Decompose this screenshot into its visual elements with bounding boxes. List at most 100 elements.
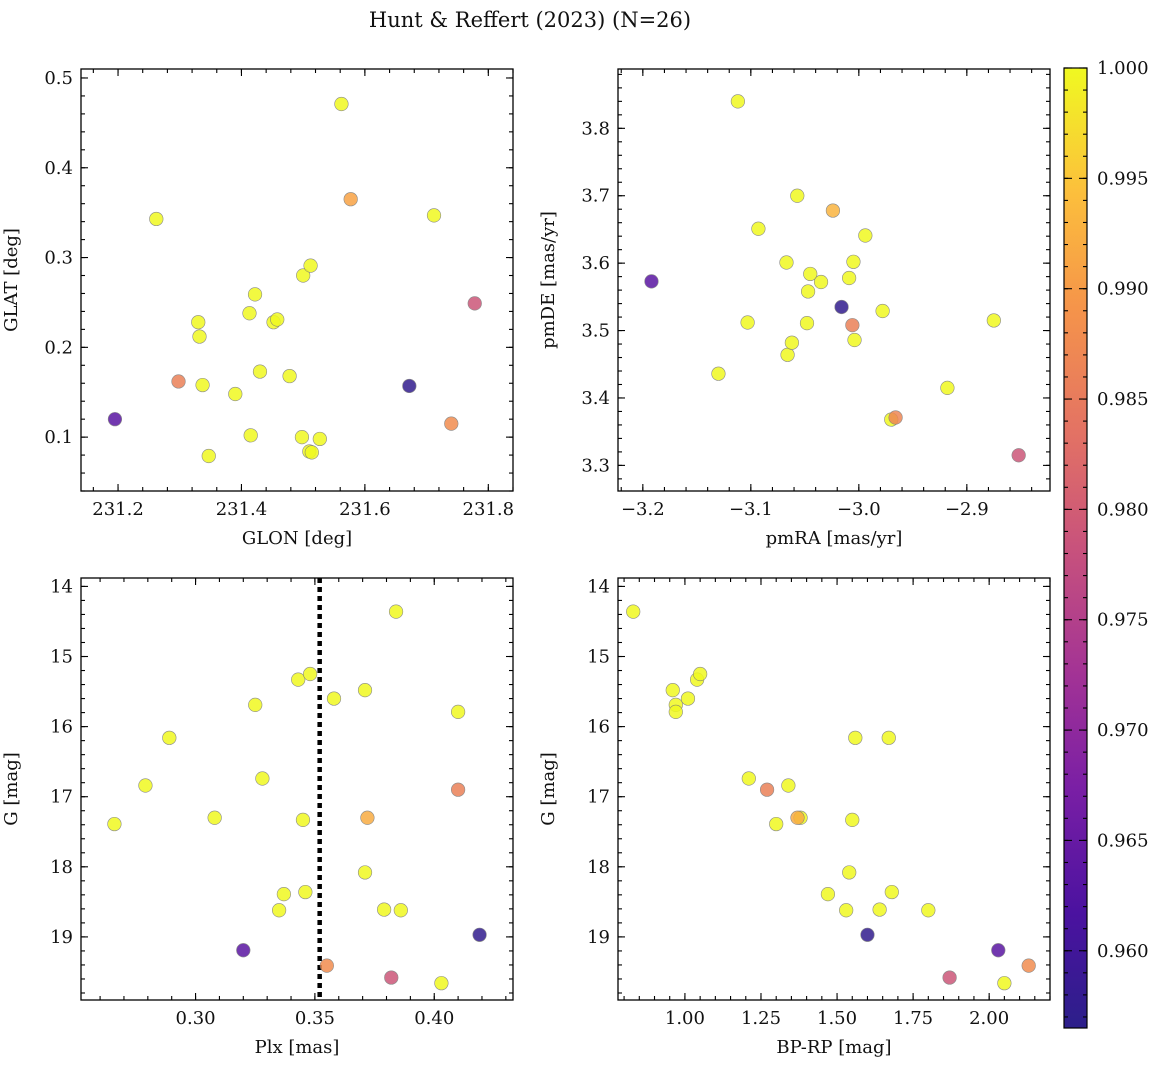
data-point	[107, 412, 123, 427]
colorbar-tick-label: 0.970	[1097, 720, 1149, 741]
data-point	[472, 927, 487, 942]
data-point	[848, 730, 863, 745]
data-point	[769, 816, 784, 832]
data-point	[271, 903, 287, 918]
data-point	[377, 902, 392, 917]
data-point	[294, 430, 310, 445]
y-tick-label: 3.6	[581, 253, 610, 274]
data-point	[665, 683, 680, 698]
x-tick-label: 1.25	[741, 1008, 781, 1029]
data-point	[759, 782, 775, 797]
y-tick-label: 0.4	[44, 158, 73, 179]
data-point	[247, 287, 263, 302]
data-point	[296, 268, 311, 283]
x-tick-label: −3.0	[837, 499, 881, 520]
data-point	[779, 255, 794, 270]
colorbar-tick-label: 1.000	[1097, 58, 1149, 79]
data-point	[888, 410, 903, 425]
data-point	[255, 771, 270, 786]
x-tick-label: 231.4	[216, 499, 268, 520]
data-point	[730, 94, 745, 109]
colorbar-tick-label: 0.980	[1097, 499, 1149, 520]
data-point	[626, 604, 641, 619]
y-tick-label: 16	[50, 717, 73, 738]
data-point	[997, 976, 1012, 991]
y-tick-label: 14	[50, 576, 73, 597]
data-point	[741, 771, 756, 786]
x-tick-label: 1.75	[893, 1008, 933, 1029]
data-point	[842, 865, 857, 880]
y-tick-label: 3.7	[581, 186, 610, 207]
data-point	[986, 313, 1001, 328]
data-point	[171, 374, 186, 389]
data-point	[291, 672, 306, 687]
data-point	[467, 296, 482, 311]
data-point	[881, 730, 896, 745]
data-point	[444, 416, 459, 431]
plot-frame	[80, 577, 514, 1001]
data-point	[942, 970, 957, 985]
data-point	[303, 666, 318, 682]
x-axis-label: Plx [mas]	[255, 1037, 340, 1058]
data-point	[149, 211, 164, 227]
y-axis-label: GLAT [deg]	[1, 228, 22, 332]
data-point	[312, 431, 327, 447]
data-point	[304, 445, 319, 460]
data-point	[842, 270, 857, 286]
y-tick-label: 3.4	[581, 388, 610, 409]
x-tick-label: 231.2	[92, 499, 144, 520]
data-point	[680, 691, 696, 706]
data-point	[740, 315, 755, 330]
colorbar-gradient	[1063, 67, 1088, 1029]
data-point	[303, 258, 318, 273]
data-point	[360, 810, 375, 825]
data-point	[872, 902, 887, 917]
plot-frame	[80, 68, 514, 492]
data-point	[393, 903, 408, 918]
data-point	[195, 377, 210, 393]
y-tick-label: 14	[587, 576, 610, 597]
x-axis-label: BP-RP [mag]	[776, 1037, 891, 1058]
y-tick-label: 15	[50, 647, 73, 668]
y-tick-label: 0.1	[44, 427, 73, 448]
plot-frame	[617, 577, 1051, 1001]
colorbar-tick-label: 0.995	[1097, 168, 1149, 189]
x-tick-label: 0.40	[414, 1008, 454, 1029]
data-point	[357, 683, 373, 698]
colorbar-tick-label: 0.985	[1097, 389, 1149, 410]
panel-glon-glat: 231.2 231.4 231.6 231.8 0.1 0.2 0.3 0.4 0.5 GLON …	[1, 68, 514, 549]
data-point	[402, 378, 417, 394]
data-point	[451, 782, 466, 797]
y-tick-label: 3.5	[581, 321, 610, 342]
y-axis-label: G [mag]	[1, 752, 22, 825]
data-point	[790, 810, 805, 825]
y-tick-label: 17	[587, 787, 610, 808]
data-point	[781, 778, 796, 793]
data-point	[711, 366, 726, 381]
x-tick-label: 1.00	[665, 1008, 705, 1029]
data-point	[107, 816, 122, 832]
y-tick-label: 18	[50, 857, 73, 878]
data-point	[326, 691, 342, 706]
data-point	[228, 386, 243, 402]
data-point	[138, 778, 153, 793]
x-tick-label: −2.9	[945, 499, 989, 520]
y-tick-label: 15	[587, 647, 610, 668]
data-point	[295, 812, 311, 827]
data-point	[860, 927, 875, 942]
data-point	[858, 228, 873, 243]
y-axis-label: pmDE [mas/yr]	[538, 211, 559, 349]
x-tick-label: −3.1	[729, 499, 773, 520]
y-axis-label: G [mag]	[538, 752, 559, 825]
data-point	[343, 192, 358, 207]
data-point	[784, 335, 799, 350]
data-point	[845, 812, 860, 827]
data-point	[813, 274, 829, 290]
y-tick-label: 0.5	[44, 68, 73, 89]
colorbar-tick-label: 0.965	[1097, 830, 1149, 851]
data-point	[191, 315, 206, 330]
data-point	[644, 274, 659, 289]
colorbar-tick-label: 0.960	[1097, 941, 1149, 962]
data-point	[201, 448, 216, 464]
data-point	[1021, 958, 1036, 973]
